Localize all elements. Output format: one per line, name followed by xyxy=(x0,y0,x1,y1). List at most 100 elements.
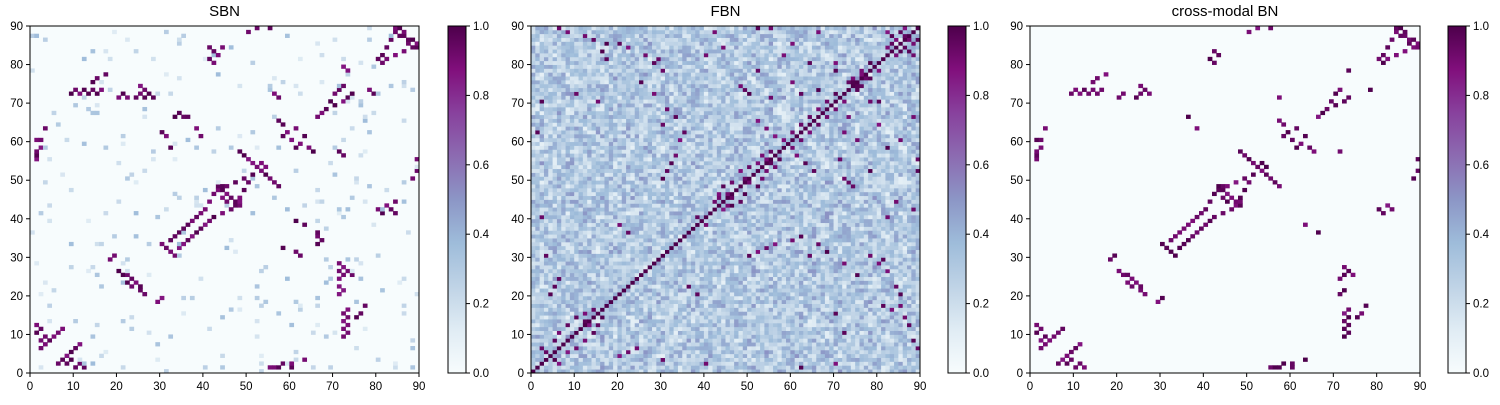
heatmap-cell xyxy=(635,49,640,53)
heatmap-cell xyxy=(687,57,692,61)
heatmap-cell xyxy=(661,346,666,350)
heatmap-cell xyxy=(600,365,605,369)
heatmap-cell xyxy=(656,26,661,30)
heatmap-cell xyxy=(622,115,627,119)
heatmap-cell xyxy=(384,188,389,192)
heatmap-cell xyxy=(708,207,713,211)
heatmap-cell xyxy=(574,103,579,107)
heatmap-cell xyxy=(708,72,713,76)
heatmap-cell xyxy=(635,257,640,261)
heatmap-cell xyxy=(656,207,661,211)
heatmap-cell xyxy=(713,53,718,57)
heatmap-cell xyxy=(691,223,696,227)
heatmap-cell xyxy=(600,188,605,192)
heatmap-cell xyxy=(717,277,722,281)
heatmap-cell xyxy=(531,30,536,34)
heatmap-cell xyxy=(112,253,117,257)
heatmap-cell xyxy=(643,361,648,365)
heatmap-cell xyxy=(726,319,731,323)
heatmap-cell xyxy=(695,146,700,150)
heatmap-cell xyxy=(635,76,640,80)
heatmap-cell xyxy=(704,45,709,49)
heatmap-cell xyxy=(531,365,536,369)
heatmap-cell xyxy=(574,188,579,192)
heatmap-cell xyxy=(613,84,618,88)
heatmap-cell xyxy=(717,49,722,53)
heatmap-cell xyxy=(635,68,640,72)
heatmap-cell xyxy=(82,88,87,92)
heatmap-cell xyxy=(708,354,713,358)
heatmap-cell xyxy=(665,350,670,354)
heatmap-cell xyxy=(570,122,575,126)
heatmap-cell xyxy=(544,149,549,153)
heatmap-cell xyxy=(82,361,87,365)
heatmap-cell xyxy=(574,346,579,350)
heatmap-cell xyxy=(726,250,731,254)
heatmap-cell xyxy=(540,26,545,30)
heatmap-cell xyxy=(596,219,601,223)
heatmap-cell xyxy=(656,304,661,308)
heatmap-cell xyxy=(600,331,605,335)
heatmap-cell xyxy=(216,188,221,192)
heatmap-cell xyxy=(717,173,722,177)
heatmap-cell xyxy=(630,242,635,246)
heatmap-cell xyxy=(583,354,588,358)
heatmap-cell xyxy=(587,188,592,192)
heatmap-cell xyxy=(717,184,722,188)
heatmap-cell xyxy=(687,103,692,107)
heatmap-cell xyxy=(350,273,355,277)
heatmap-cell xyxy=(212,192,217,196)
heatmap-cell xyxy=(579,234,584,238)
heatmap-cell xyxy=(592,354,597,358)
heatmap-cell xyxy=(544,211,549,215)
heatmap-cell xyxy=(544,226,549,230)
heatmap-cell xyxy=(630,265,635,269)
heatmap-cell xyxy=(669,219,674,223)
heatmap-cell xyxy=(553,319,558,323)
heatmap-cell xyxy=(596,288,601,292)
heatmap-cell xyxy=(648,223,653,227)
heatmap-cell xyxy=(656,184,661,188)
heatmap-cell xyxy=(687,153,692,157)
heatmap-cell xyxy=(561,30,566,34)
heatmap-cell xyxy=(263,300,268,304)
heatmap-cell xyxy=(665,107,670,111)
heatmap-cell xyxy=(548,296,553,300)
heatmap-cell xyxy=(553,103,558,107)
heatmap-cell xyxy=(363,327,368,331)
heatmap-cell xyxy=(583,273,588,277)
heatmap-cell xyxy=(134,234,139,238)
heatmap-cell xyxy=(708,165,713,169)
heatmap-cell xyxy=(682,354,687,358)
heatmap-cell xyxy=(639,215,644,219)
heatmap-cell xyxy=(630,288,635,292)
heatmap-cell xyxy=(639,331,644,335)
heatmap-cell xyxy=(691,307,696,311)
heatmap-cell xyxy=(700,253,705,257)
heatmap-cell xyxy=(730,95,735,99)
heatmap-cell xyxy=(566,280,571,284)
heatmap-cell xyxy=(540,280,545,284)
heatmap-cell xyxy=(730,346,735,350)
heatmap-cell xyxy=(622,138,627,142)
heatmap-cell xyxy=(294,84,299,88)
heatmap-cell xyxy=(626,257,631,261)
heatmap-cell xyxy=(540,365,545,369)
heatmap-cell xyxy=(626,277,631,281)
heatmap-cell xyxy=(661,342,666,346)
heatmap-cell xyxy=(630,257,635,261)
heatmap-cell xyxy=(237,84,242,88)
heatmap-cell xyxy=(557,269,562,273)
heatmap-cell xyxy=(695,68,700,72)
heatmap-cell xyxy=(535,200,540,204)
heatmap-cell xyxy=(669,196,674,200)
heatmap-cell xyxy=(665,334,670,338)
heatmap-cell xyxy=(717,76,722,80)
heatmap-cell xyxy=(648,319,653,323)
heatmap-cell xyxy=(639,61,644,65)
heatmap-cell xyxy=(652,103,657,107)
heatmap-cell xyxy=(626,176,631,180)
heatmap-cell xyxy=(592,92,597,96)
heatmap-cell xyxy=(695,72,700,76)
heatmap-cell xyxy=(678,296,683,300)
